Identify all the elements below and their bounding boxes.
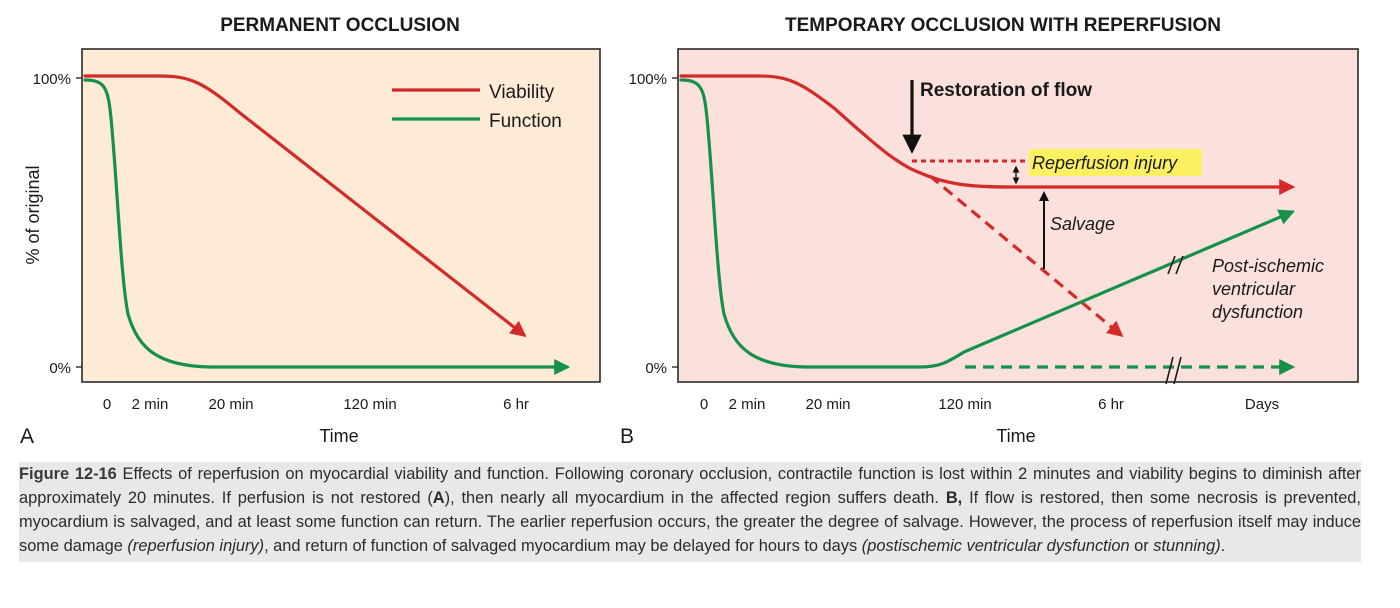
panel-a-title: PERMANENT OCCLUSION xyxy=(220,15,460,36)
caption-text-3: ), then nearly all myocardium in the aff… xyxy=(444,489,946,507)
figure: PERMANENT OCCLUSION % of original 100% 0… xyxy=(20,15,1359,448)
post-ischemic-label-line-3: dysfunction xyxy=(1212,302,1303,322)
panel-a-y-axis-title: % of original xyxy=(23,165,43,264)
panel-a-x-tick-label-120min: 120 min xyxy=(343,396,396,413)
panel-b-x-tick-label-6hr: 6 hr xyxy=(1098,396,1124,413)
caption-text-1: Effects of reperfusion on myocardial via… xyxy=(19,465,1361,507)
panel-a-x-tick-label-20min: 20 min xyxy=(208,396,253,413)
panel-b-y-tick-label-0: 0% xyxy=(645,360,667,377)
panel-a-function-line xyxy=(83,78,571,375)
panel-b: TEMPORARY OCCLUSION WITH REPERFUSION 100… xyxy=(620,15,1359,448)
axis-break-lower-1 xyxy=(1165,356,1174,385)
panel-a-y-tick-label-100: 100% xyxy=(33,71,71,88)
panel-b-title: TEMPORARY OCCLUSION WITH REPERFUSION xyxy=(785,15,1221,36)
reperfusion-injury-label: Reperfusion injury xyxy=(1032,153,1178,173)
panel-a-x-tick-label-6hr: 6 hr xyxy=(503,396,529,413)
caption-text-5: If flow is restored, then some necrosis … xyxy=(19,489,1361,555)
legend-viability-label: Viability xyxy=(489,82,555,103)
figure-svg: PERMANENT OCCLUSION % of original 100% 0… xyxy=(20,15,1359,448)
caption-text-11: . xyxy=(1220,537,1226,555)
caption-text-2: A xyxy=(432,489,445,507)
caption-text-10: stunning) xyxy=(1153,537,1221,555)
axis-break-lower-2 xyxy=(1173,356,1182,385)
panel-a-x-tick-label-0: 0 xyxy=(103,396,111,413)
panel-b-y-tick-label-100: 100% xyxy=(629,71,667,88)
panel-b-x-tick-label-days: Days xyxy=(1245,396,1279,413)
panel-b-function-line xyxy=(679,78,1295,369)
panel-a-legend: Viability Function xyxy=(392,82,562,132)
figure-label: Figure 12-16 xyxy=(19,465,117,483)
panel-b-x-tick-label-2min: 2 min xyxy=(729,396,766,413)
panel-b-x-tick-label-120min: 120 min xyxy=(938,396,991,413)
caption-text-7: , and return of function of salvaged myo… xyxy=(264,537,862,555)
panel-b-viability-no-reperfusion-line xyxy=(928,174,1124,338)
restoration-of-flow-label: Restoration of flow xyxy=(920,80,1092,101)
caption-text-9: or xyxy=(1129,537,1154,555)
axis-break-upper-1 xyxy=(1167,255,1176,275)
panel-b-x-tick-label-20min: 20 min xyxy=(805,396,850,413)
post-ischemic-label-line-2: ventricular xyxy=(1212,279,1296,299)
panel-b-x-tick-label-0: 0 xyxy=(700,396,708,413)
reperfusion-injury-highlight xyxy=(1029,149,1202,176)
salvage-label: Salvage xyxy=(1050,214,1115,234)
panel-a-y-tick-label-0: 0% xyxy=(49,360,71,377)
legend-function-label: Function xyxy=(489,111,562,132)
post-ischemic-label-line-1: Post-ischemic xyxy=(1212,256,1324,276)
figure-caption: Figure 12-16 Effects of reperfusion on m… xyxy=(19,462,1361,562)
panel-a-x-axis-title: Time xyxy=(319,426,358,446)
axis-break-upper-2 xyxy=(1175,255,1184,275)
panel-b-viability-line xyxy=(679,74,1296,195)
panel-b-x-axis-title: Time xyxy=(996,426,1035,446)
caption-text-4: B, xyxy=(945,489,963,507)
panel-a-letter: A xyxy=(20,425,34,448)
panel-b-plot-area xyxy=(677,48,1359,383)
panel-a: PERMANENT OCCLUSION % of original 100% 0… xyxy=(20,15,601,448)
axis-break-marks xyxy=(1165,255,1184,385)
panel-b-letter: B xyxy=(620,425,634,448)
caption-text-6: (reperfusion injury) xyxy=(127,537,265,555)
panel-a-x-tick-label-2min: 2 min xyxy=(132,396,169,413)
panel-a-viability-line xyxy=(83,74,527,337)
caption-text-8: (postischemic ventricular dysfunction xyxy=(861,537,1130,555)
